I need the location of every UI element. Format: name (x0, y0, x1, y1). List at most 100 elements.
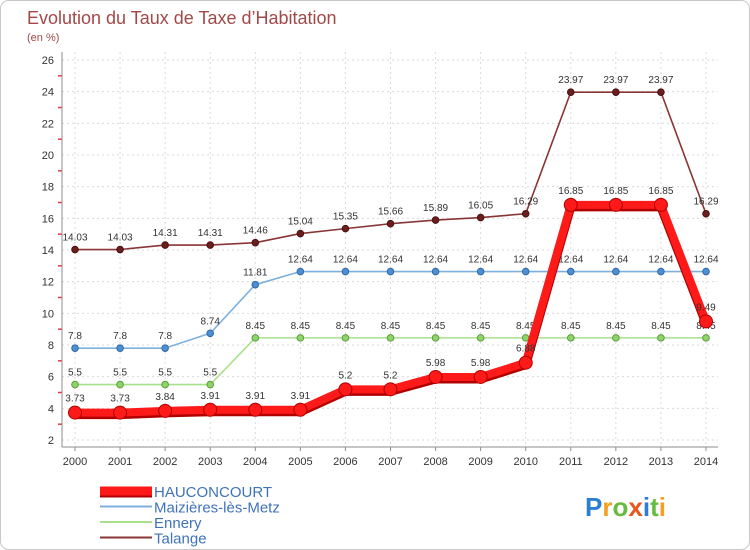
data-label-2009: 16.05 (468, 201, 493, 212)
x-tick-label-2006: 2006 (333, 456, 357, 468)
data-point-2009 (476, 334, 485, 342)
y-tick-label-18: 18 (42, 182, 54, 194)
legend-label: Ennery (154, 515, 202, 532)
data-point-2014 (702, 267, 710, 276)
series-hauconcourt: 3.73 3.73 3.84 3.91 3.91 3.91 5.2 5.2 5.98 5.98 6.… (65, 186, 716, 420)
data-label-2014: 16.29 (693, 197, 718, 208)
data-label-2005: 8.45 (291, 321, 311, 332)
series-maizieres-les-metz: 7.8 7.8 7.8 8.74 11.81 12.64 12.64 12.64 12.64 12… (68, 255, 719, 352)
legend-item-hauconcourt: HAUCONCOURT (100, 484, 272, 501)
data-label-2000: 14.03 (62, 233, 87, 244)
data-point-2012 (612, 334, 620, 342)
data-point-2007 (386, 334, 395, 342)
data-point-2010 (521, 267, 530, 276)
data-label-2002: 14.31 (153, 228, 178, 239)
data-label-2009: 8.45 (471, 321, 491, 332)
data-label-2008: 12.64 (423, 255, 448, 266)
data-label-2005: 15.04 (288, 217, 313, 228)
data-point-2002 (161, 380, 169, 389)
data-point-2009 (476, 213, 485, 222)
data-point-2001 (116, 344, 124, 352)
data-point-2006 (341, 267, 350, 276)
data-label-2011: 12.64 (558, 255, 583, 266)
data-point-2012 (612, 267, 620, 276)
data-label-2003: 5.5 (203, 368, 217, 379)
data-point-2005 (296, 267, 305, 276)
data-point-2014 (699, 314, 713, 329)
data-label-2006: 8.45 (336, 321, 356, 332)
data-point-2002 (161, 241, 169, 249)
data-point-2008 (431, 216, 440, 224)
logo-letter: x (628, 492, 643, 522)
x-tick-label-2000: 2000 (63, 456, 87, 468)
data-point-2004 (251, 334, 260, 342)
data-label-2004: 14.46 (243, 226, 268, 237)
y-tick-label-14: 14 (42, 245, 54, 257)
data-point-2002 (158, 403, 173, 418)
y-tick-label-16: 16 (42, 213, 54, 225)
y-tick-label-20: 20 (42, 150, 54, 162)
data-label-2006: 12.64 (333, 255, 358, 266)
x-tick-label-2014: 2014 (694, 456, 718, 468)
x-tick-label-2004: 2004 (243, 456, 267, 468)
y-tick-label-2: 2 (48, 435, 54, 447)
data-point-2005 (293, 402, 308, 417)
data-point-2007 (383, 382, 398, 397)
data-point-2002 (161, 344, 169, 352)
data-label-2010: 12.64 (513, 255, 538, 266)
data-point-2012 (608, 197, 623, 212)
data-label-2012: 16.85 (603, 186, 628, 197)
legend-item-maizieres-les-metz: Maizières-lès-Metz (100, 500, 280, 517)
data-point-2011 (566, 334, 575, 342)
data-label-2002: 3.84 (155, 392, 175, 403)
data-label-2007: 8.45 (381, 321, 401, 332)
data-point-2007 (386, 267, 395, 276)
y-tick-label-8: 8 (48, 340, 54, 352)
data-point-2004 (251, 280, 260, 289)
chart-title: Evolution du Taux de Taxe d’Habitation (27, 8, 337, 28)
data-label-2010: 16.29 (513, 197, 538, 208)
data-label-2010: 6.88 (516, 344, 536, 355)
data-point-2007 (386, 219, 395, 228)
y-tick-label-4: 4 (48, 403, 54, 415)
data-label-2011: 23.97 (558, 75, 583, 86)
data-label-2012: 12.64 (603, 255, 628, 266)
data-point-2006 (341, 224, 350, 233)
data-point-2009 (476, 267, 485, 276)
data-point-2008 (431, 267, 440, 276)
data-label-2000: 5.5 (68, 368, 82, 379)
data-point-2006 (341, 334, 350, 342)
data-point-2003 (206, 329, 215, 338)
y-tick-label-10: 10 (42, 308, 54, 320)
data-label-2009: 5.98 (471, 358, 491, 369)
x-tick-label-2012: 2012 (604, 456, 628, 468)
data-label-2001: 5.5 (113, 368, 127, 379)
data-point-2003 (206, 241, 215, 249)
x-tick-label-2005: 2005 (288, 456, 312, 468)
data-point-2005 (296, 229, 305, 238)
data-point-2014 (702, 209, 710, 218)
logo-letter: r (602, 492, 612, 522)
data-label-2008: 15.89 (423, 203, 448, 214)
chart-subtitle: (en %) (27, 32, 59, 44)
data-label-2013: 16.85 (648, 186, 673, 197)
legend-label: Maizières-lès-Metz (154, 500, 280, 517)
data-label-2011: 16.85 (558, 186, 583, 197)
data-label-2008: 5.98 (426, 358, 446, 369)
data-label-2001: 7.8 (113, 331, 127, 342)
y-tick-label-6: 6 (48, 372, 54, 384)
x-tick-label-2013: 2013 (649, 456, 673, 468)
data-point-2008 (431, 334, 440, 342)
data-point-2011 (563, 197, 578, 212)
data-label-2007: 5.2 (384, 370, 398, 381)
grid (62, 52, 718, 447)
data-point-2000 (68, 405, 82, 420)
data-point-2013 (653, 197, 668, 212)
data-label-2004: 11.81 (243, 268, 268, 279)
x-tick-label-2002: 2002 (153, 456, 177, 468)
data-point-2013 (657, 267, 665, 276)
logo-letter: o (612, 492, 628, 522)
series-ennery: 5.5 5.5 5.5 5.5 8.45 8.45 8.45 8.45 8.45 8.45 8.45… (68, 321, 716, 389)
